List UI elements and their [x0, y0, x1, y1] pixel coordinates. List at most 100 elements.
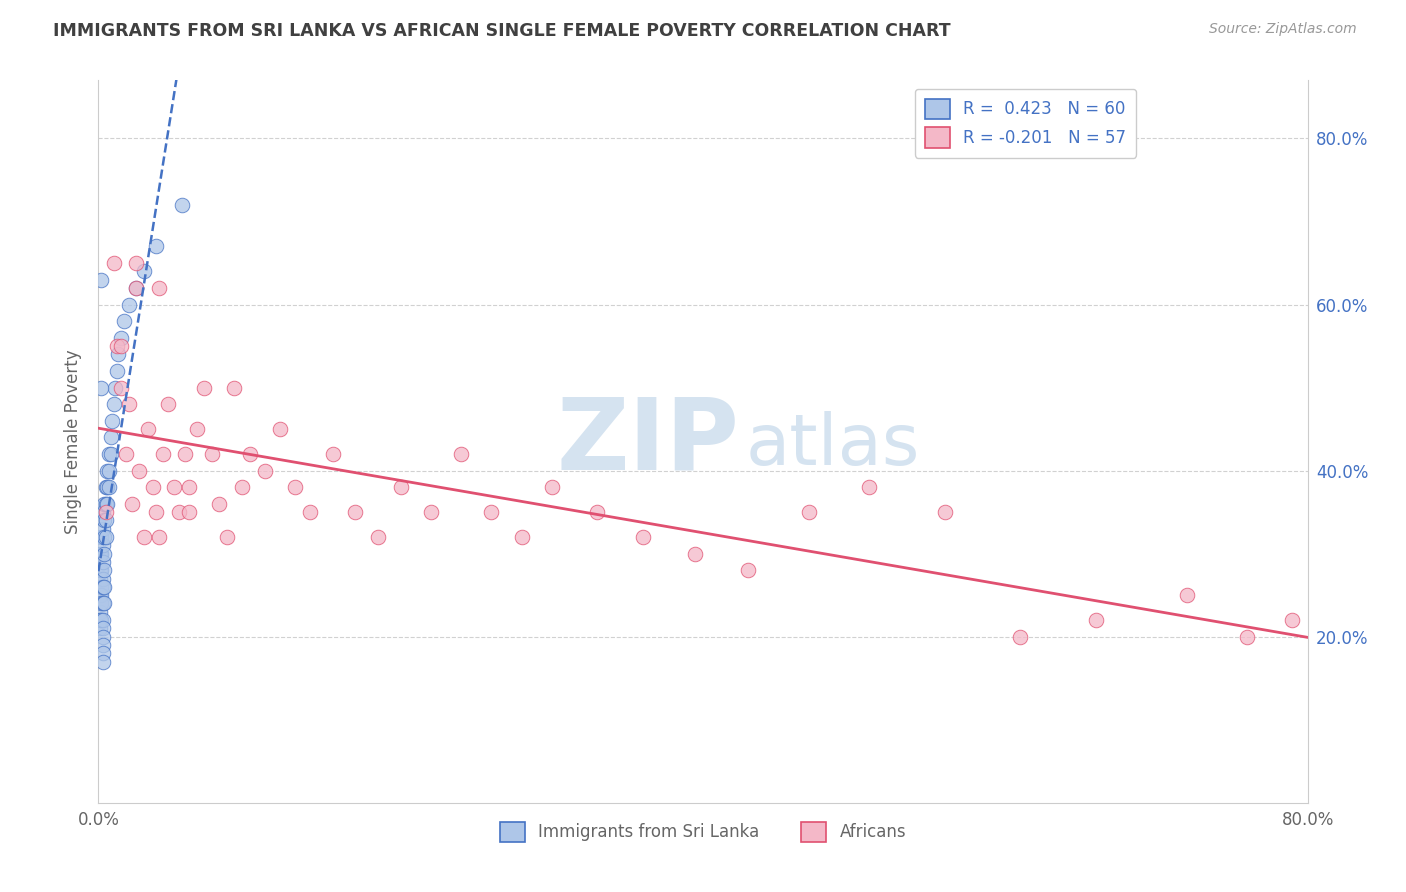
Point	[132, 530, 155, 544]
Point	[173, 447, 195, 461]
Text: atlas: atlas	[745, 410, 920, 480]
Point	[224, 380, 246, 394]
Y-axis label: Single Female Poverty: Single Female Poverty	[65, 350, 83, 533]
Point	[91, 630, 114, 644]
Point	[103, 256, 125, 270]
Point	[93, 547, 115, 561]
Point	[510, 530, 533, 544]
Point	[193, 380, 215, 394]
Point	[91, 613, 114, 627]
Point	[90, 563, 112, 577]
Point	[89, 621, 111, 635]
Point	[201, 447, 224, 461]
Point	[125, 281, 148, 295]
Point	[125, 256, 148, 270]
Point	[105, 364, 128, 378]
Point	[93, 563, 115, 577]
Point	[104, 380, 127, 394]
Point	[797, 505, 820, 519]
Point	[91, 621, 114, 635]
Point	[215, 530, 238, 544]
Point	[586, 505, 609, 519]
Point	[389, 480, 412, 494]
Point	[253, 464, 276, 478]
Point	[91, 555, 114, 569]
Text: Source: ZipAtlas.com: Source: ZipAtlas.com	[1209, 22, 1357, 37]
Point	[299, 505, 322, 519]
Point	[94, 505, 117, 519]
Point	[90, 613, 112, 627]
Point	[94, 480, 117, 494]
Point	[148, 281, 170, 295]
Point	[91, 580, 114, 594]
Point	[367, 530, 389, 544]
Point	[128, 464, 150, 478]
Point	[239, 447, 262, 461]
Point	[93, 497, 115, 511]
Point	[91, 638, 114, 652]
Point	[101, 414, 124, 428]
Point	[90, 580, 112, 594]
Point	[91, 597, 114, 611]
Point	[94, 497, 117, 511]
Point	[1236, 630, 1258, 644]
Point	[91, 538, 114, 552]
Point	[90, 272, 112, 286]
Point	[90, 380, 112, 394]
Point	[167, 505, 190, 519]
Point	[100, 430, 122, 444]
Point	[152, 447, 174, 461]
Point	[98, 464, 121, 478]
Point	[89, 588, 111, 602]
Point	[179, 505, 201, 519]
Point	[208, 497, 231, 511]
Point	[121, 497, 143, 511]
Point	[284, 480, 307, 494]
Point	[89, 547, 111, 561]
Point	[96, 497, 118, 511]
Point	[89, 605, 111, 619]
Point	[136, 422, 159, 436]
Point	[90, 597, 112, 611]
Point	[170, 198, 193, 212]
Point	[93, 580, 115, 594]
Point	[1010, 630, 1032, 644]
Point	[100, 447, 122, 461]
Point	[114, 447, 136, 461]
Point	[91, 572, 114, 586]
Point	[145, 505, 167, 519]
Point	[110, 339, 132, 353]
Point	[142, 480, 165, 494]
Point	[110, 380, 132, 394]
Point	[89, 613, 111, 627]
Point	[91, 655, 114, 669]
Point	[93, 597, 115, 611]
Point	[344, 505, 367, 519]
Point	[1175, 588, 1198, 602]
Point	[179, 480, 201, 494]
Point	[105, 339, 128, 353]
Point	[89, 572, 111, 586]
Point	[91, 505, 114, 519]
Point	[98, 447, 121, 461]
Text: ZIP: ZIP	[557, 393, 740, 490]
Point	[90, 588, 112, 602]
Point	[148, 530, 170, 544]
Point	[1085, 613, 1108, 627]
Legend: Immigrants from Sri Lanka, Africans: Immigrants from Sri Lanka, Africans	[494, 815, 912, 848]
Point	[125, 281, 148, 295]
Point	[110, 331, 132, 345]
Point	[540, 480, 562, 494]
Point	[685, 547, 707, 561]
Point	[420, 505, 443, 519]
Point	[93, 513, 115, 527]
Point	[91, 646, 114, 660]
Point	[107, 347, 129, 361]
Point	[132, 264, 155, 278]
Point	[1281, 613, 1303, 627]
Text: IMMIGRANTS FROM SRI LANKA VS AFRICAN SINGLE FEMALE POVERTY CORRELATION CHART: IMMIGRANTS FROM SRI LANKA VS AFRICAN SIN…	[53, 22, 950, 40]
Point	[737, 563, 759, 577]
Point	[91, 522, 114, 536]
Point	[96, 480, 118, 494]
Point	[631, 530, 654, 544]
